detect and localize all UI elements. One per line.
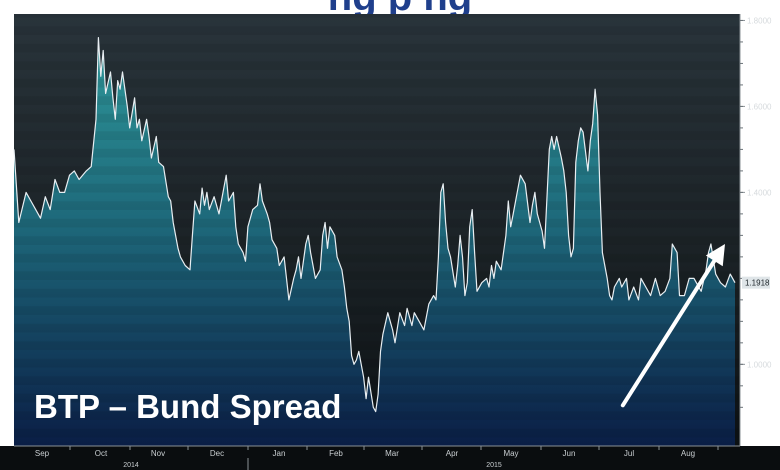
x-month-label: Jun <box>563 449 576 458</box>
spread-annotation: BTP – Bund Spread <box>34 388 341 425</box>
x-month-label: Oct <box>95 449 108 458</box>
y-tick-label: 1.6000 <box>747 102 772 111</box>
last-value-badge <box>742 276 770 289</box>
y-tick-label: 1.0000 <box>747 360 772 369</box>
header-fragment: ng p ng <box>328 0 472 19</box>
spread-line <box>13 37 736 413</box>
x-month-label: Aug <box>681 449 695 458</box>
last-value-label: 1.1918 <box>745 279 770 288</box>
y-tick-label: 1.8000 <box>747 16 772 25</box>
x-month-label: Nov <box>151 449 165 458</box>
x-month-label: May <box>503 449 518 458</box>
y-tick-label: 1.4000 <box>747 188 772 197</box>
x-month-label: Sep <box>35 449 50 458</box>
x-year-label: 2014 <box>123 462 139 469</box>
x-month-label: Apr <box>446 449 459 458</box>
x-month-label: Jan <box>273 449 286 458</box>
trend-arrow <box>620 243 725 408</box>
x-month-label: Mar <box>385 449 399 458</box>
x-month-label: Dec <box>210 449 224 458</box>
x-axis: Sep Oct Nov Dec Jan Feb Mar Apr May Jun Jul Aug 2014… <box>0 445 780 470</box>
horizontal-bands <box>14 14 740 446</box>
x-year-label: 2015 <box>486 462 502 469</box>
series-layer <box>13 14 740 446</box>
y-axis: 1.8000 1.6000 1.4000 1.0000 1.1918 <box>739 14 772 446</box>
x-month-label: Jul <box>624 449 634 458</box>
x-month-label: Feb <box>329 449 343 458</box>
